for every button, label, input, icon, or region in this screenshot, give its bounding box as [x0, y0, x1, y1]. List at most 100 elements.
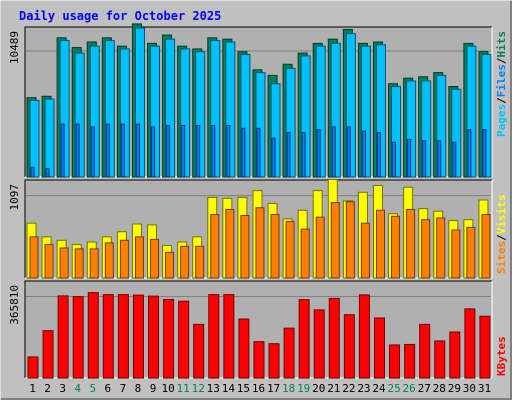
kbytes-bar-day-9 — [148, 295, 160, 379]
kbytes-bar-day-25 — [389, 344, 401, 379]
day-label-18: 18 — [282, 382, 295, 395]
sites-bar-day-10 — [165, 251, 175, 279]
kbytes-bar-day-8 — [132, 294, 144, 379]
sites-bar-day-20 — [315, 216, 325, 279]
y-axis-max-label: 365810 — [8, 285, 21, 325]
sites-bar-day-2 — [44, 244, 54, 279]
day-label-28: 28 — [433, 382, 446, 395]
y-axis-max-label: 1097 — [8, 184, 21, 211]
kbytes-bar-day-30 — [464, 308, 476, 379]
day-label-14: 14 — [222, 382, 236, 395]
pages-bar-day-21 — [331, 126, 336, 178]
pages-bar-day-19 — [301, 131, 306, 178]
pages-bar-day-4 — [75, 123, 80, 178]
pages-bar-day-8 — [135, 123, 140, 178]
legend: KBytes — [495, 336, 508, 376]
pages-bar-day-22 — [346, 126, 351, 178]
day-label-17: 17 — [267, 382, 280, 395]
kbytes-bar-day-20 — [313, 309, 325, 379]
day-label-4: 4 — [74, 382, 81, 395]
sites-bar-day-19 — [300, 228, 310, 279]
day-label-3: 3 — [59, 382, 66, 395]
day-label-29: 29 — [448, 382, 461, 395]
sites-bar-day-8 — [134, 236, 144, 279]
day-label-27: 27 — [418, 382, 431, 395]
day-label-30: 30 — [463, 382, 476, 395]
sites-bar-day-29 — [451, 229, 461, 279]
day-label-9: 9 — [150, 382, 157, 395]
day-label-21: 21 — [327, 382, 340, 395]
legend-item-visits: Visits — [495, 195, 508, 235]
pages-bar-day-10 — [166, 124, 171, 178]
kbytes-bar-day-29 — [449, 331, 461, 379]
kbytes-bar-day-11 — [178, 300, 190, 379]
pages-bar-day-25 — [392, 141, 397, 178]
legend-separator: / — [495, 234, 508, 241]
kbytes-bar-day-16 — [253, 341, 265, 379]
kbytes-bar-day-23 — [358, 294, 370, 379]
visits-sites-panel: 1097 — [8, 178, 493, 279]
legend-item-files: Files — [495, 64, 508, 97]
kbytes-bar-day-5 — [87, 292, 99, 379]
pages-bar-day-5 — [90, 126, 95, 178]
pages-bar-day-18 — [286, 131, 291, 178]
kbytes-bar-day-14 — [223, 294, 235, 379]
pages-bar-day-16 — [256, 127, 261, 178]
sites-bar-day-5 — [89, 248, 99, 279]
pages-bar-day-15 — [241, 127, 246, 178]
kbytes-bar-day-17 — [268, 343, 280, 379]
day-label-15: 15 — [237, 382, 250, 395]
pages-bar-day-13 — [211, 124, 216, 178]
sites-bar-day-14 — [225, 208, 235, 279]
legend-separator: / — [495, 97, 508, 104]
kbytes-bar-day-24 — [373, 317, 385, 379]
sites-bar-day-27 — [421, 219, 431, 279]
day-label-1: 1 — [29, 382, 36, 395]
pages-bar-day-27 — [422, 140, 427, 178]
sites-bar-day-17 — [270, 214, 280, 279]
day-label-8: 8 — [135, 382, 142, 395]
kbytes-bar-day-4 — [72, 296, 84, 379]
pages-bar-day-31 — [482, 129, 487, 178]
day-label-19: 19 — [297, 382, 310, 395]
pages-bar-day-14 — [226, 124, 231, 178]
day-label-31: 31 — [478, 382, 491, 395]
sites-bar-day-22 — [345, 201, 355, 279]
day-label-16: 16 — [252, 382, 265, 395]
kbytes-bar-day-3 — [57, 295, 69, 379]
pages-bar-day-29 — [452, 141, 457, 178]
sites-bar-day-26 — [406, 208, 416, 279]
pages-bar-day-6 — [105, 123, 110, 178]
day-label-11: 11 — [177, 382, 190, 395]
sites-bar-day-9 — [150, 238, 160, 279]
sites-bar-day-16 — [255, 207, 265, 279]
pages-bar-day-11 — [181, 124, 186, 178]
kbytes-bar-day-2 — [42, 330, 54, 379]
day-label-25: 25 — [387, 382, 400, 395]
day-label-23: 23 — [357, 382, 370, 395]
files-bar-day-2 — [44, 98, 55, 178]
day-label-26: 26 — [403, 382, 416, 395]
panel-border-dark — [24, 280, 492, 378]
pages-bar-day-12 — [196, 124, 201, 178]
kbytes-bar-day-28 — [434, 340, 446, 379]
kbytes-bar-day-1 — [27, 356, 39, 379]
sites-bar-day-15 — [240, 214, 250, 279]
sites-bar-day-12 — [195, 245, 205, 279]
sites-bar-day-18 — [285, 220, 295, 279]
pages-bar-day-2 — [45, 168, 50, 178]
day-label-24: 24 — [372, 382, 386, 395]
sites-bar-day-28 — [436, 217, 446, 279]
sites-bar-day-24 — [375, 209, 385, 279]
pages-bar-day-3 — [60, 123, 65, 178]
sites-bar-day-1 — [29, 236, 39, 279]
kbytes-bar-day-21 — [328, 297, 340, 379]
sites-bar-day-13 — [210, 214, 220, 279]
kbytes-bar-day-22 — [343, 314, 355, 379]
legend: Sites/Visits — [495, 195, 508, 275]
kbytes-bar-day-7 — [117, 294, 129, 379]
sites-bar-day-31 — [481, 214, 491, 279]
hits-files-pages-panel: 10489 — [8, 23, 493, 178]
day-label-12: 12 — [192, 382, 205, 395]
panel-border-dark — [24, 26, 492, 177]
